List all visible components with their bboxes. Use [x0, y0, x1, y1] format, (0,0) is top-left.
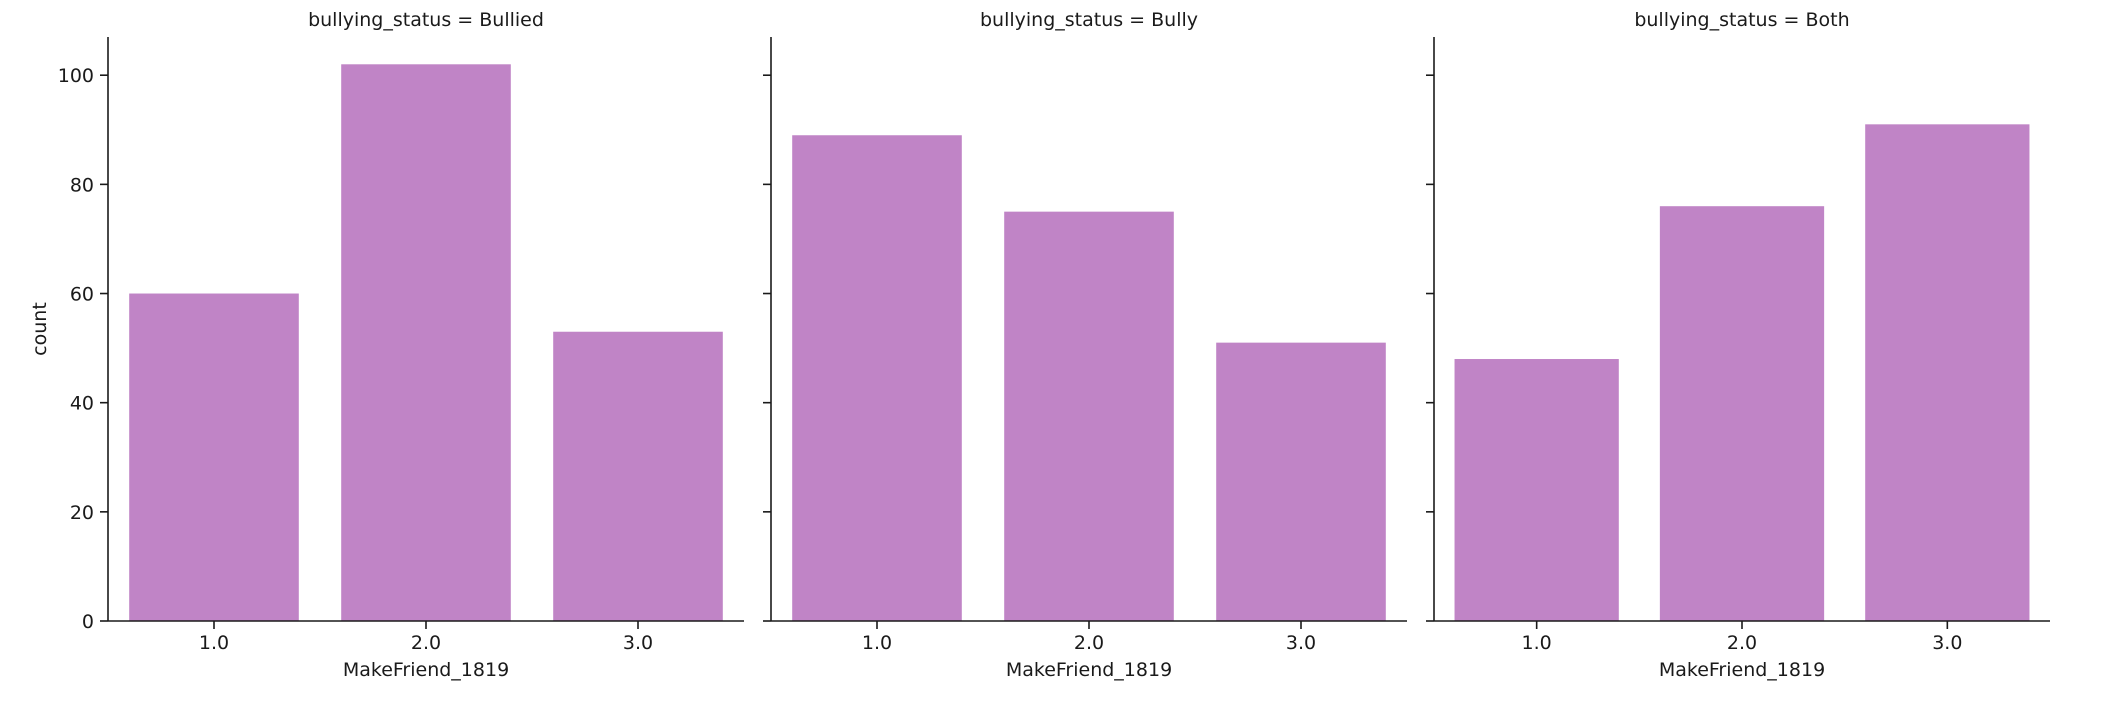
x-tick-label: 3.0: [623, 632, 653, 654]
x-axis-label: MakeFriend_1819: [1006, 659, 1172, 681]
x-axis-label: MakeFriend_1819: [343, 659, 509, 681]
panel-title: bullying_status = Bullied: [308, 9, 544, 31]
panel-title: bullying_status = Bully: [980, 9, 1198, 31]
x-tick-label: 1.0: [199, 632, 229, 654]
bar: [1659, 206, 1825, 621]
y-axis-label: count: [29, 302, 51, 356]
y-tick-label: 40: [70, 393, 94, 415]
x-tick-label: 3.0: [1932, 632, 1962, 654]
x-tick-label: 3.0: [1286, 632, 1316, 654]
x-axis-label: MakeFriend_1819: [1659, 659, 1825, 681]
bar: [341, 64, 511, 621]
bar: [1865, 124, 2030, 622]
y-tick-label: 100: [58, 65, 94, 87]
x-tick-label: 2.0: [411, 632, 441, 654]
y-tick-label: 80: [70, 174, 94, 196]
bar: [792, 135, 962, 622]
bar: [1216, 342, 1386, 621]
x-tick-label: 2.0: [1727, 632, 1757, 654]
x-tick-label: 2.0: [1074, 632, 1104, 654]
x-tick-label: 1.0: [1522, 632, 1552, 654]
bar: [553, 331, 723, 621]
panel-title: bullying_status = Both: [1634, 9, 1849, 31]
bar: [129, 293, 299, 621]
bar: [1004, 211, 1174, 621]
y-tick-label: 20: [70, 502, 94, 524]
y-tick-label: 0: [82, 611, 94, 633]
y-tick-label: 60: [70, 284, 94, 306]
x-tick-label: 1.0: [862, 632, 892, 654]
bar: [1454, 359, 1619, 621]
